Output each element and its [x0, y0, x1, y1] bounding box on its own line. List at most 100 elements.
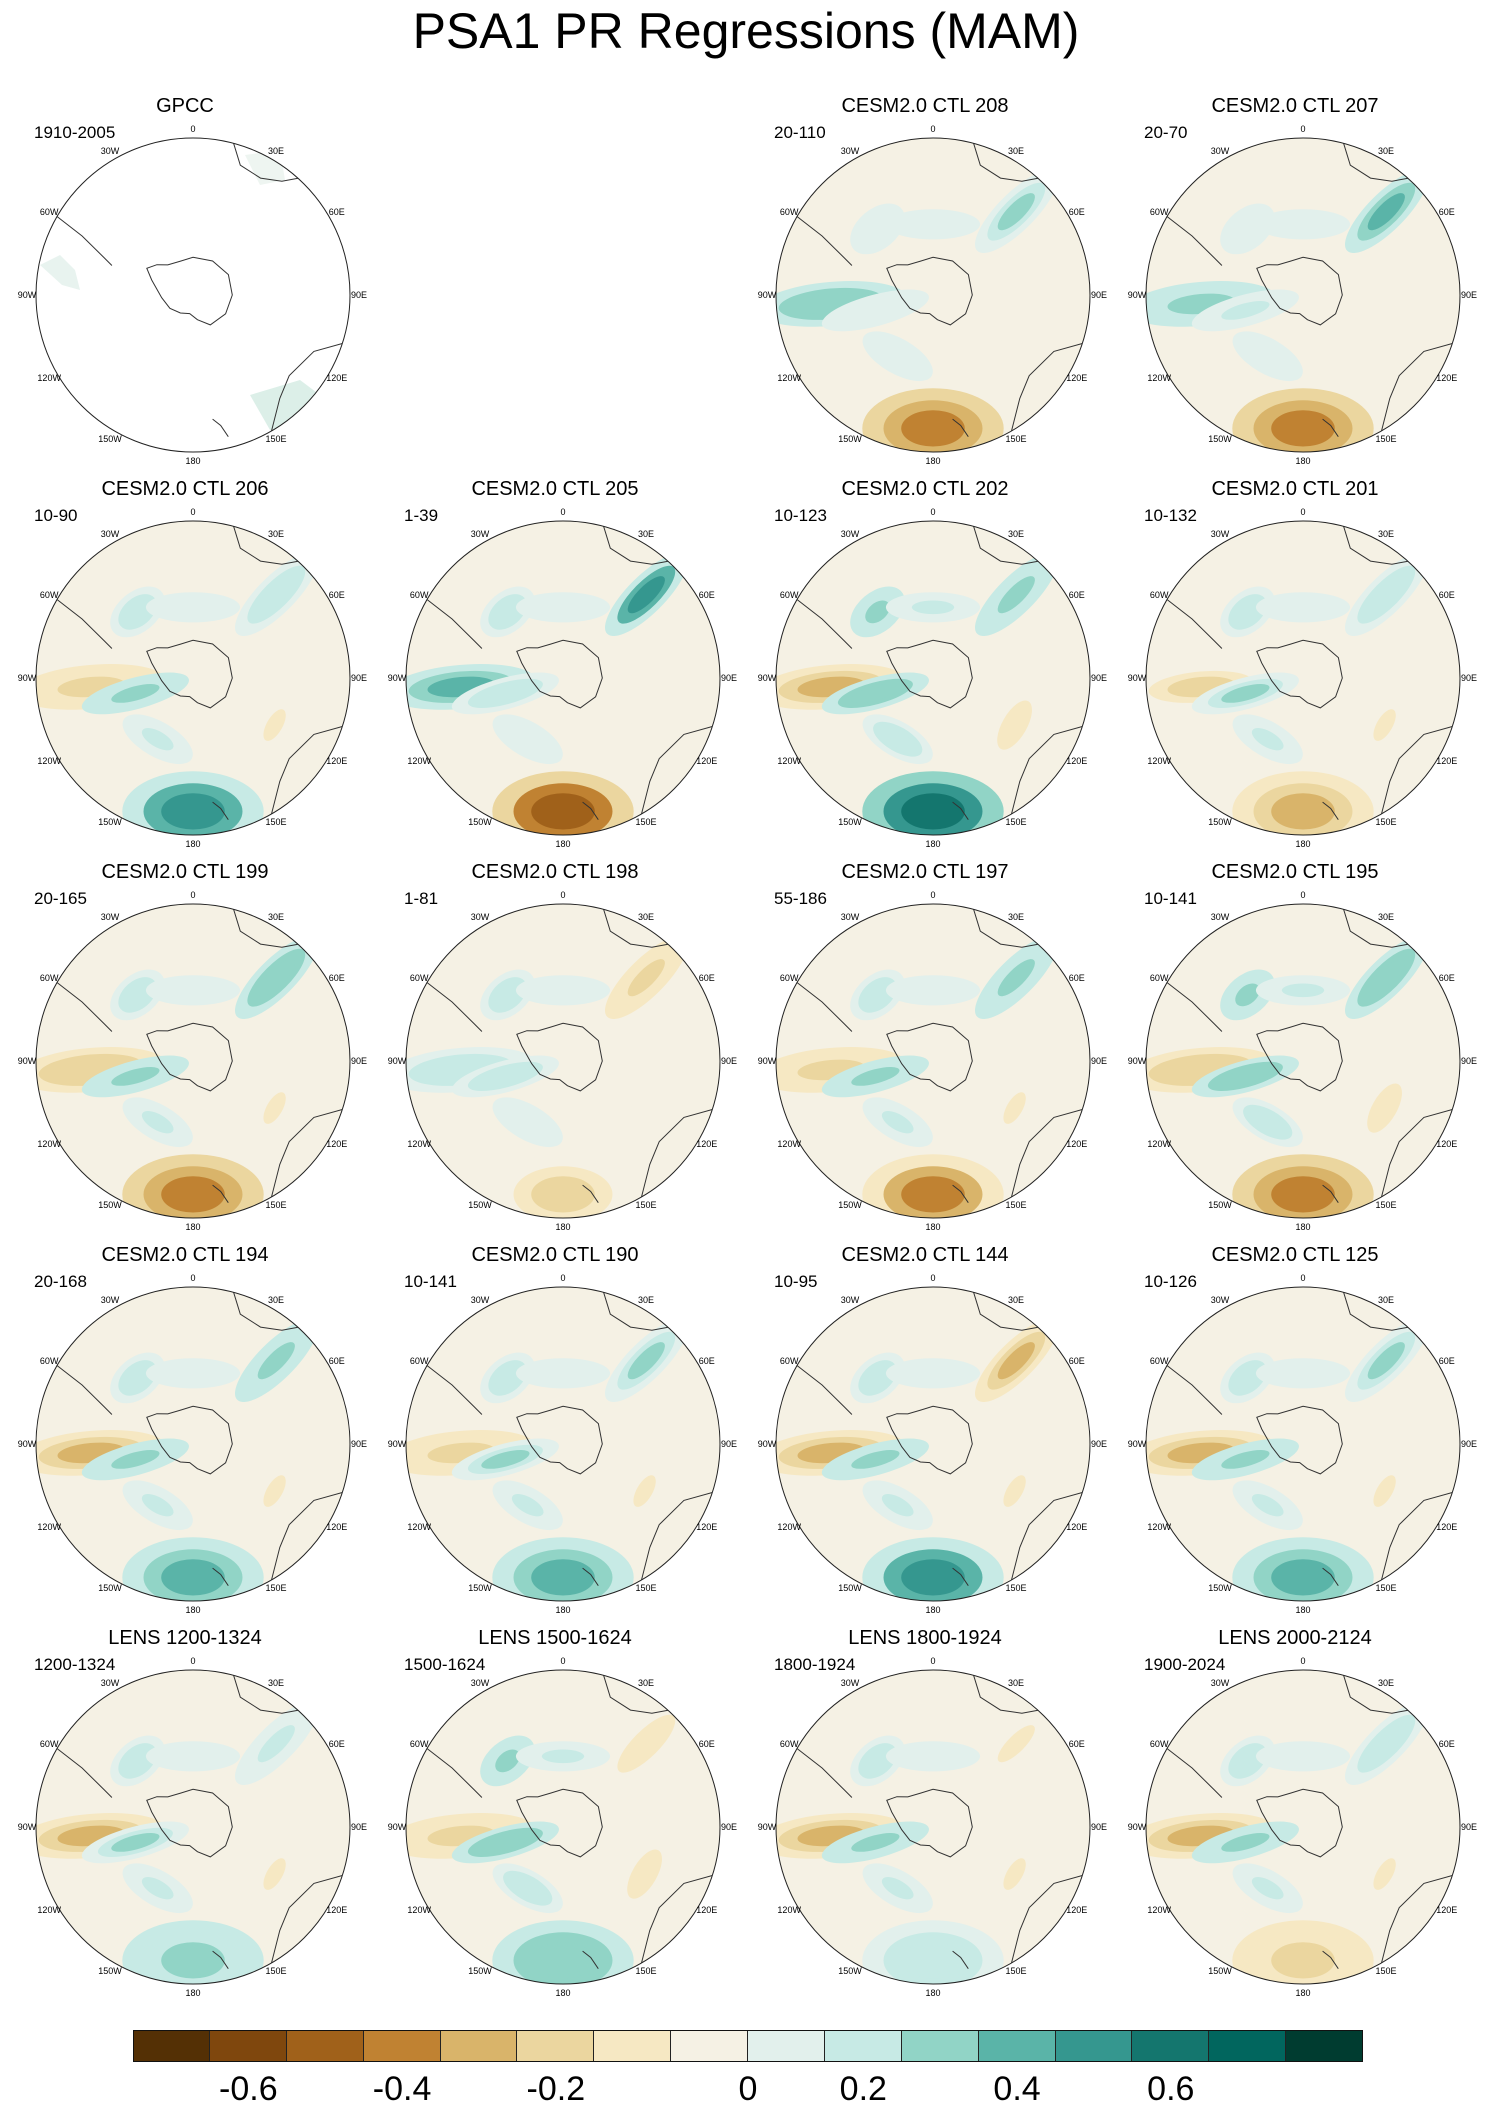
longitude-label: 90E [350, 290, 368, 300]
longitude-label: 30W [1210, 912, 1230, 923]
longitude-label: 30E [1377, 146, 1395, 157]
colorbar-segment [209, 2030, 287, 2062]
longitude-label: 60E [1438, 207, 1455, 217]
longitude-label: 60W [39, 973, 59, 983]
new-zealand-outline [952, 801, 969, 820]
regression-contour [1251, 345, 1284, 368]
longitude-label: 60W [1149, 207, 1169, 217]
new-zealand-outline [582, 1567, 599, 1586]
longitude-label: 120W [407, 1139, 431, 1149]
panel-title: GPCC [156, 95, 214, 117]
longitude-label: 150W [838, 433, 862, 444]
antarctica-outline [886, 256, 973, 326]
longitude-label: 120E [1066, 1139, 1088, 1149]
regression-contour [1221, 1449, 1270, 1469]
longitude-label: 120E [696, 1139, 718, 1149]
longitude-label: 60W [409, 590, 429, 600]
longitude-label: 150E [1375, 816, 1397, 827]
australia-outline [271, 1492, 343, 1581]
colorbar-frame [133, 2030, 1363, 2062]
longitude-label: 60W [409, 973, 429, 983]
polar-map [1145, 903, 1461, 1219]
panel-period: 10-141 [404, 1272, 457, 1291]
africa-outline [603, 909, 669, 948]
longitude-label: 150W [98, 1199, 122, 1210]
south-america-outline [1166, 982, 1223, 1032]
longitude-label: 120E [326, 1522, 348, 1532]
longitude-label: 30W [100, 1678, 120, 1689]
colorbar-segment [440, 2030, 518, 2062]
longitude-label: 60W [779, 207, 799, 217]
regression-contour [481, 1449, 530, 1469]
south-america-outline [426, 599, 483, 649]
longitude-label: 150W [1208, 1965, 1232, 1976]
panel-title: LENS 1800-1924 [848, 1627, 1002, 1649]
panel-title: CESM2.0 CTL 207 [1211, 95, 1379, 117]
africa-outline [973, 1675, 1039, 1714]
longitude-label: 0 [930, 890, 936, 900]
longitude-label: 30E [637, 529, 655, 540]
colorbar-segment [1055, 2030, 1133, 2062]
africa-outline [233, 1675, 299, 1714]
longitude-label: 120W [37, 1139, 61, 1149]
regression-contour [633, 1858, 656, 1890]
map-boundary [1145, 1669, 1461, 1985]
regression-contour [1281, 217, 1325, 232]
panel-period: 1800-1924 [774, 1655, 856, 1674]
antarctica-outline [886, 639, 973, 709]
regression-contour [1281, 983, 1325, 998]
antarctica-outline [1256, 639, 1343, 709]
regression-contour [881, 1111, 914, 1134]
longitude-label: 120W [1147, 1522, 1171, 1532]
africa-outline [1343, 526, 1409, 565]
map-boundary [1145, 1286, 1461, 1602]
antarctica-outline [1256, 1022, 1343, 1092]
longitude-label: 120W [37, 756, 61, 766]
regression-contour [1367, 1342, 1405, 1380]
regression-contour [141, 1111, 174, 1134]
longitude-label: 60W [1149, 1739, 1169, 1749]
colorbar-tick-label: -0.6 [219, 2070, 278, 2108]
regression-contour [171, 1366, 215, 1381]
longitude-label: 60E [1068, 1739, 1085, 1749]
longitude-label: 60E [1438, 590, 1455, 600]
longitude-label: 90W [17, 1056, 37, 1066]
south-america-outline [1166, 216, 1223, 266]
regression-contour [911, 1366, 955, 1381]
africa-outline [603, 526, 669, 565]
longitude-label: 60W [1149, 973, 1169, 983]
longitude-label: 120W [407, 756, 431, 766]
longitude-label: 150E [635, 816, 657, 827]
regression-contour [997, 193, 1035, 231]
australia-outline [1381, 1109, 1453, 1198]
new-zealand-outline [212, 1567, 229, 1586]
longitude-label: 120W [37, 1905, 61, 1915]
map-boundary [35, 137, 351, 453]
regression-contour [901, 793, 965, 830]
longitude-label: 150E [1375, 433, 1397, 444]
south-america-outline [796, 599, 853, 649]
longitude-label: 30E [1007, 146, 1025, 157]
south-america-outline [796, 982, 853, 1032]
regression-contour [1373, 709, 1396, 741]
colorbar-segment [1286, 2030, 1363, 2062]
south-america-outline [1166, 599, 1223, 649]
australia-outline [271, 726, 343, 815]
longitude-label: 180 [185, 1605, 201, 1615]
colorbar-tick-label: 0.2 [839, 2070, 887, 2108]
longitude-label: 150W [838, 1965, 862, 1976]
map-boundary [405, 1286, 721, 1602]
regression-contour [257, 1342, 295, 1380]
antarctica-outline [146, 1788, 233, 1858]
colorbar-segment [517, 2030, 595, 2062]
longitude-label: 0 [1300, 890, 1306, 900]
longitude-label: 90W [1127, 673, 1147, 683]
regression-contour [263, 709, 286, 741]
south-america-outline [56, 599, 113, 649]
regression-contour [141, 1877, 174, 1900]
longitude-label: 60W [39, 1356, 59, 1366]
antarctica-outline [516, 1022, 603, 1092]
longitude-label: 60E [328, 207, 345, 217]
new-zealand-outline [1322, 418, 1339, 437]
longitude-label: 90W [1127, 1056, 1147, 1066]
